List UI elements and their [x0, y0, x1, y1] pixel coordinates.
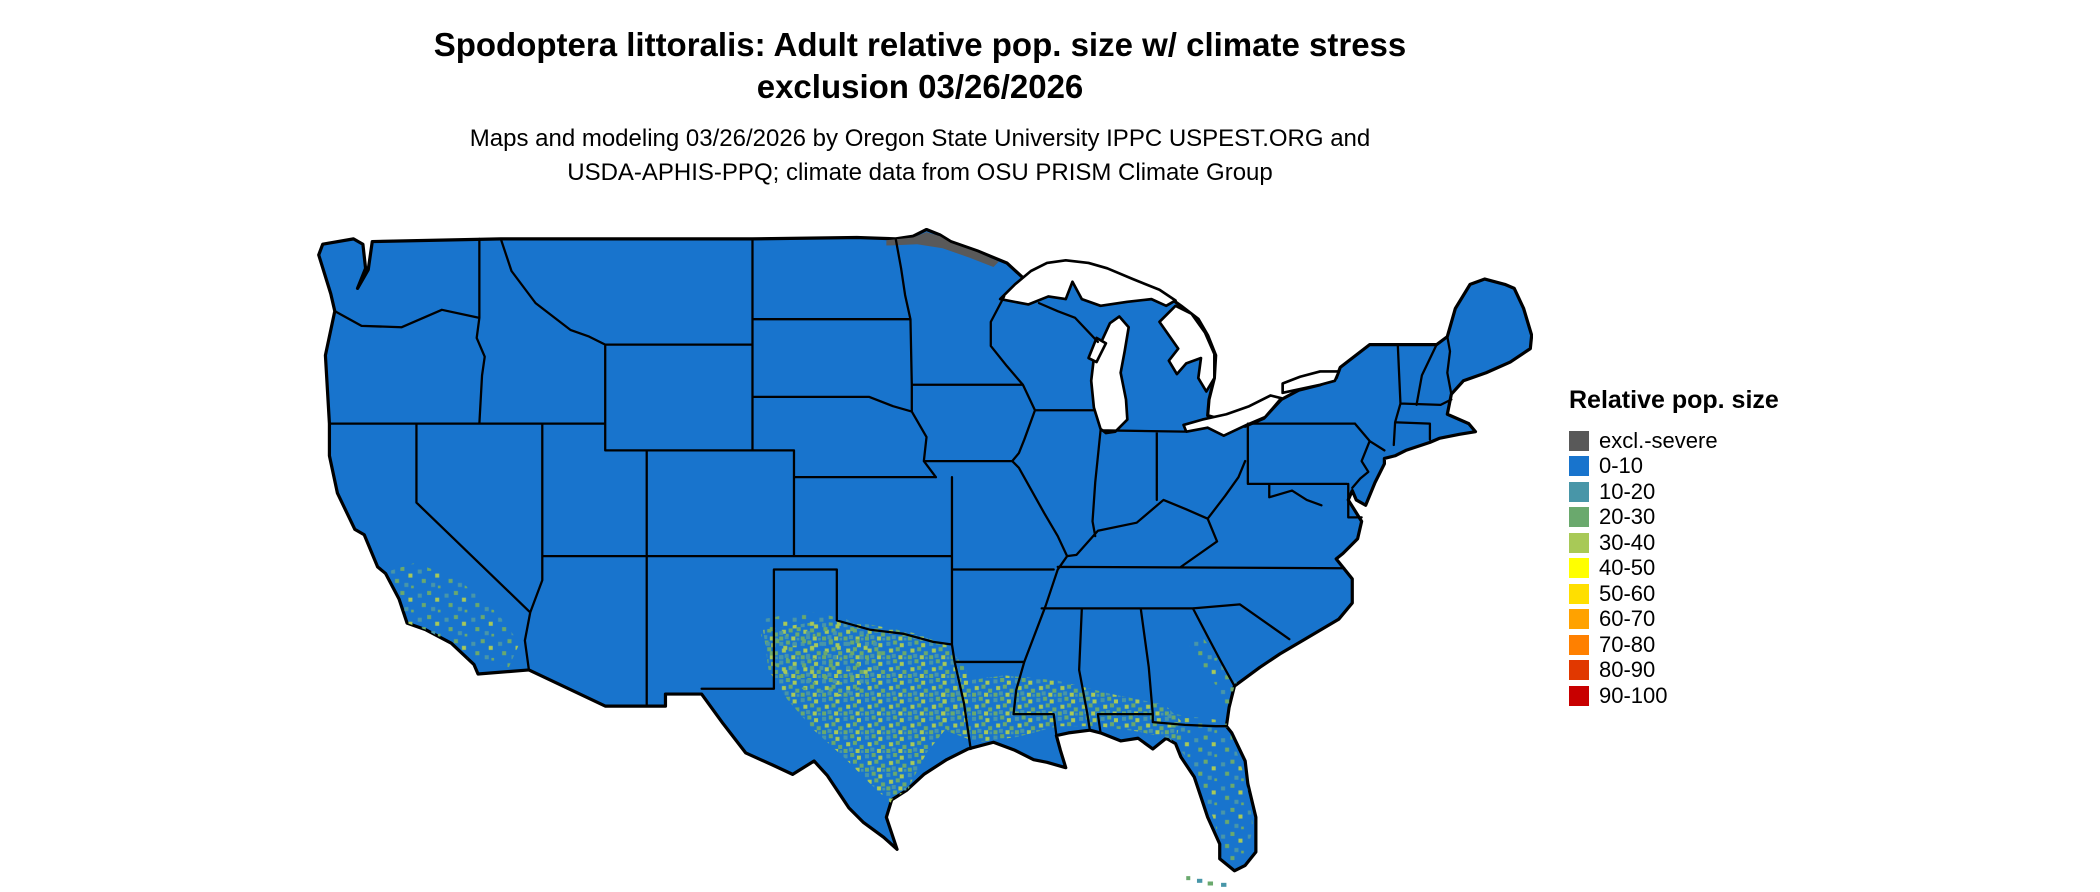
legend-label: 10-20 — [1599, 478, 1656, 504]
us-map-svg — [317, 228, 1533, 887]
map-title-line2: exclusion 03/26/2026 — [756, 68, 1084, 105]
legend-swatch — [1569, 456, 1589, 477]
lake-ontario — [1281, 370, 1341, 395]
legend-label: 80-90 — [1599, 657, 1656, 683]
legend-item: 90-100 — [1569, 683, 1779, 709]
legend-swatch — [1569, 507, 1589, 528]
legend-item: 30-40 — [1569, 530, 1779, 556]
lake-erie — [1182, 394, 1283, 438]
map-title-line1: Spodoptera littoralis: Adult relative po… — [433, 26, 1407, 63]
us-choropleth-map — [308, 228, 1533, 887]
speckle-region-southeast-coast — [1188, 629, 1238, 716]
excluded-severe-region-minnesota — [886, 232, 999, 267]
map-subtitle: Maps and modeling 03/26/2026 by Oregon S… — [470, 122, 1370, 190]
legend-item: 40-50 — [1569, 556, 1779, 582]
legend-items: excl.-severe 0-10 10-20 20-30 30-40 40-50 50-6… — [1569, 428, 1779, 709]
legend-item: 50-60 — [1569, 581, 1779, 607]
map-title: Spodoptera littoralis: Adult relative po… — [434, 24, 1407, 108]
legend-item: excl.-severe — [1569, 428, 1779, 454]
legend-swatch — [1569, 685, 1589, 706]
legend-label: 20-30 — [1599, 504, 1656, 530]
legend-item: 0-10 — [1569, 454, 1779, 480]
lake-huron — [1158, 304, 1216, 393]
speckle-region-florida — [1164, 712, 1254, 866]
legend: Relative pop. size excl.-severe 0-10 10-20… — [1569, 386, 1779, 709]
speckle-region-arizona — [760, 611, 884, 697]
legend-label: 0-10 — [1599, 453, 1644, 479]
legend-swatch — [1569, 430, 1589, 451]
map-subtitle-line2: USDA-APHIS-PPQ; climate data from OSU PR… — [567, 159, 1273, 186]
speckle-region-southern-california — [364, 562, 520, 668]
legend-swatch — [1569, 558, 1589, 579]
legend-item: 10-20 — [1569, 479, 1779, 505]
great-lakes — [998, 258, 1341, 438]
legend-item: 60-70 — [1569, 607, 1779, 633]
elevated-population-speckles — [364, 562, 1254, 866]
legend-item: 20-30 — [1569, 505, 1779, 531]
legend-swatch — [1569, 660, 1589, 681]
map-subtitle-line1: Maps and modeling 03/26/2026 by Oregon S… — [469, 125, 1371, 152]
legend-item: 80-90 — [1569, 658, 1779, 684]
legend-swatch — [1569, 481, 1589, 502]
us-base-region — [317, 228, 1533, 873]
state-borders — [328, 237, 1453, 751]
legend-swatch — [1569, 583, 1589, 604]
speckle-region-gulf-coast — [931, 675, 1181, 743]
lake-superior — [998, 258, 1177, 308]
legend-label: 40-50 — [1599, 555, 1656, 581]
legend-label: 50-60 — [1599, 580, 1656, 606]
legend-swatch — [1569, 609, 1589, 630]
legend-item: 70-80 — [1569, 632, 1779, 658]
legend-label: 90-100 — [1599, 682, 1668, 708]
legend-label: 30-40 — [1599, 529, 1656, 555]
legend-label: 70-80 — [1599, 631, 1656, 657]
florida-keys-speckles — [1186, 876, 1227, 887]
legend-label: excl.-severe — [1599, 427, 1718, 453]
legend-title: Relative pop. size — [1569, 386, 1779, 414]
legend-label: 60-70 — [1599, 606, 1656, 632]
legend-swatch — [1569, 532, 1589, 553]
legend-swatch — [1569, 634, 1589, 655]
green-bay — [1087, 336, 1108, 364]
